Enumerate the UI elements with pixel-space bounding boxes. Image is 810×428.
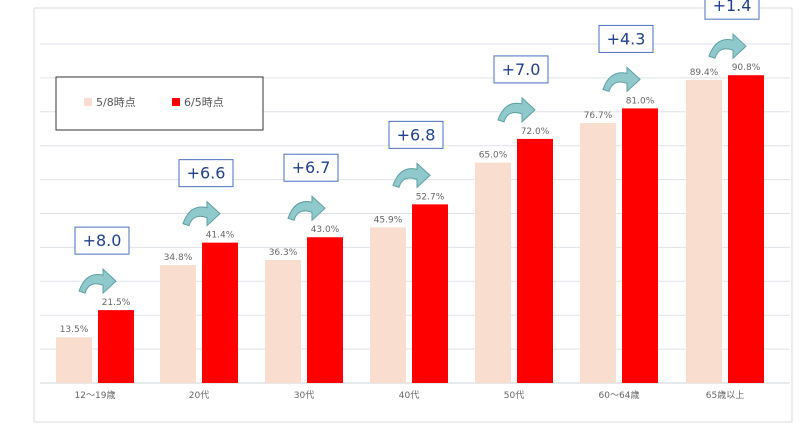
difference-callout-box — [704, 0, 760, 20]
data-label-series-2: 43.0% — [311, 225, 340, 235]
increase-arrow — [708, 33, 747, 60]
arrow-layer — [78, 33, 747, 295]
difference-callout-box — [493, 55, 549, 84]
data-label-series-2: 90.8% — [732, 63, 761, 73]
increase-arrow — [78, 267, 117, 295]
bar-series-1 — [56, 337, 92, 383]
increase-arrow — [287, 195, 326, 222]
bar-layer — [56, 75, 764, 384]
bar-series-1 — [686, 79, 722, 384]
category-label: 12～19歳 — [75, 389, 116, 401]
label-layer: 13.5% 21.5% 12～19歳 34.8% 41.4% 20代 36.3% 43.0% 3… — [60, 63, 761, 401]
legend-label-series-2: 6/5時点 — [184, 96, 224, 109]
increase-arrow — [497, 96, 536, 124]
bar-series-1 — [160, 265, 196, 383]
difference-callout-text: +6.6 — [187, 164, 226, 183]
data-label-series-1: 36.3% — [269, 248, 298, 258]
category-label: 65歳以上 — [706, 389, 744, 401]
data-label-series-1: 89.4% — [690, 68, 719, 78]
category-label: 20代 — [189, 390, 209, 401]
bar-series-2 — [728, 75, 764, 384]
difference-callout-box — [598, 24, 654, 53]
difference-callout-text: +6.7 — [292, 158, 331, 177]
difference-callout-text: +1.4 — [713, 0, 752, 15]
data-label-series-1: 65.0% — [479, 151, 508, 161]
legend: 5/8時点 6/5時点 — [55, 76, 264, 131]
bar-series-2 — [517, 138, 553, 383]
data-label-series-2: 81.0% — [626, 96, 655, 106]
callout-layer: +8.0 +6.6 +6.7 +6.8 +7.0 +4.3 +1.4 — [74, 0, 760, 255]
bar-series-1 — [475, 162, 511, 383]
bar-series-2 — [307, 237, 343, 383]
difference-callout-text: +6.8 — [397, 125, 436, 144]
data-label-series-1: 13.5% — [60, 325, 89, 335]
data-label-series-2: 41.4% — [206, 231, 235, 241]
difference-callout-box — [388, 120, 444, 149]
data-label-series-1: 76.7% — [584, 111, 613, 121]
difference-callout-box — [74, 226, 130, 255]
bar-series-2 — [412, 204, 448, 383]
legend-swatch-series-1 — [84, 98, 92, 106]
category-label: 60～64歳 — [599, 389, 640, 401]
increase-arrow — [392, 162, 431, 189]
data-label-series-1: 34.8% — [164, 253, 193, 263]
difference-callout-text: +4.3 — [607, 29, 646, 48]
data-label-series-2: 72.0% — [521, 127, 550, 137]
data-label-series-1: 45.9% — [374, 215, 403, 225]
bar-series-1 — [370, 227, 406, 383]
bar-series-2 — [98, 310, 134, 383]
legend-swatch-series-2 — [172, 98, 180, 106]
category-label: 30代 — [294, 390, 314, 401]
increase-arrow — [602, 66, 641, 93]
increase-arrow — [182, 200, 221, 227]
bar-series-1 — [580, 122, 616, 383]
legend-label-series-1: 5/8時点 — [96, 96, 136, 109]
category-label: 40代 — [399, 390, 419, 401]
difference-callout-text: +8.0 — [83, 231, 122, 250]
data-label-series-2: 52.7% — [416, 192, 445, 202]
difference-callout-box — [283, 153, 339, 182]
difference-callout-box — [178, 159, 234, 188]
difference-callout-text: +7.0 — [502, 60, 541, 79]
data-label-series-2: 21.5% — [102, 298, 131, 308]
bar-series-2 — [202, 242, 238, 383]
bar-series-2 — [622, 108, 658, 383]
bar-series-1 — [265, 259, 301, 383]
category-label: 50代 — [504, 390, 524, 401]
